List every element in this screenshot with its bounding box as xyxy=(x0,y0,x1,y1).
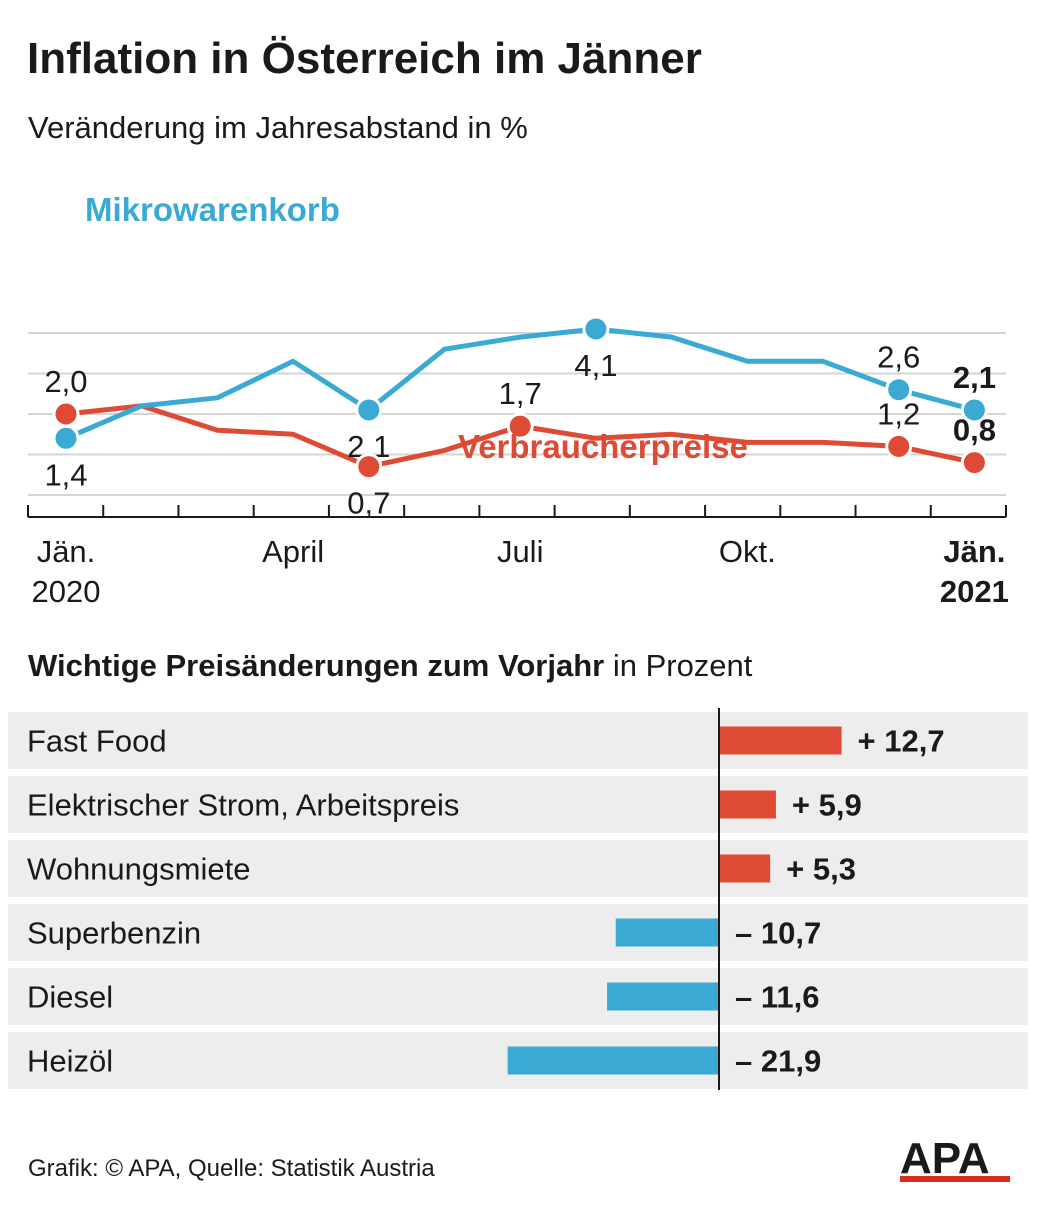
data-label: 4,1 xyxy=(574,348,617,383)
data-point xyxy=(582,315,610,343)
series-label-verbraucherpreise: Verbraucherpreise xyxy=(458,428,748,465)
chart-subtitle: Veränderung im Jahresabstand in % xyxy=(28,110,528,145)
data-label: 2,6 xyxy=(877,340,920,375)
data-point xyxy=(506,412,534,440)
data-point xyxy=(885,432,913,460)
bar-category-label: Heizöl xyxy=(27,1044,113,1079)
bar-title-bold: Wichtige Preisänderungen zum Vorjahr xyxy=(28,648,605,683)
bar-row-bg xyxy=(8,712,1028,769)
bar xyxy=(719,726,842,755)
bar xyxy=(507,1046,719,1075)
series-label-mikrowarenkorb: Mikrowarenkorb xyxy=(85,191,340,228)
apa-logo-text: APA xyxy=(900,1135,990,1183)
x-tick-label: Juli xyxy=(497,534,544,569)
bar-value-label: + 5,3 xyxy=(786,852,856,887)
x-tick-label: Jän. xyxy=(943,534,1005,569)
bar-value-label: – 21,9 xyxy=(735,1044,821,1079)
bar xyxy=(607,982,719,1011)
bar-title-suffix: in Prozent xyxy=(612,648,753,683)
series-line xyxy=(63,326,977,441)
data-point xyxy=(52,400,80,428)
bar-category-label: Superbenzin xyxy=(27,916,201,951)
data-label: 1,7 xyxy=(499,376,542,411)
data-point xyxy=(52,424,80,452)
line-chart: Jän. 2020 April Juli Okt. Jän. 2021 1,4 2,1 4,1 2,… xyxy=(27,191,1009,609)
bar xyxy=(719,790,776,819)
bar-category-label: Fast Food xyxy=(27,724,167,759)
bar-row-bg xyxy=(8,840,1028,897)
x-tick-label: 2020 xyxy=(32,574,101,609)
data-point xyxy=(355,396,383,424)
data-label: 2,0 xyxy=(44,364,87,399)
x-tick-label: Jän. xyxy=(37,534,96,569)
bar-category-label: Diesel xyxy=(27,980,113,1015)
source-footer: Grafik: © APA, Quelle: Statistik Austria xyxy=(28,1155,435,1182)
data-label: 0,8 xyxy=(953,413,996,448)
data-point xyxy=(355,453,383,481)
bar-category-label: Wohnungsmiete xyxy=(27,852,250,887)
data-label: 1,4 xyxy=(44,457,87,492)
bar-value-label: – 10,7 xyxy=(735,916,821,951)
data-point xyxy=(960,449,988,477)
chart-title: Inflation in Österreich im Jänner xyxy=(27,34,702,83)
data-point xyxy=(885,376,913,404)
bar-value-label: + 12,7 xyxy=(858,724,945,759)
bar-value-label: – 11,6 xyxy=(735,980,819,1015)
apa-logo: APA xyxy=(900,1135,1010,1183)
x-tick-label: 2021 xyxy=(940,574,1009,609)
bar xyxy=(615,918,719,947)
bar-row-bg xyxy=(8,904,1028,961)
bar-section-title: Wichtige Preisänderungen zum Vorjahr in … xyxy=(28,648,752,684)
data-label: 1,2 xyxy=(877,396,920,431)
data-point xyxy=(960,396,988,424)
bar xyxy=(719,854,771,883)
bar-value-label: + 5,9 xyxy=(792,788,862,823)
data-label: 2,1 xyxy=(953,360,996,395)
data-label: 0,7 xyxy=(347,486,390,521)
apa-logo-bar xyxy=(900,1176,1010,1182)
bar-row-bg xyxy=(8,968,1028,1025)
x-tick-label: April xyxy=(262,534,324,569)
x-tick-label: Okt. xyxy=(719,534,776,569)
bar-row-bg xyxy=(8,776,1028,833)
bar-category-label: Elektrischer Strom, Arbeitspreis xyxy=(27,788,459,823)
bar-chart: Fast Food + 12,7 Elektrischer Strom, Arbei… xyxy=(8,708,1028,1090)
